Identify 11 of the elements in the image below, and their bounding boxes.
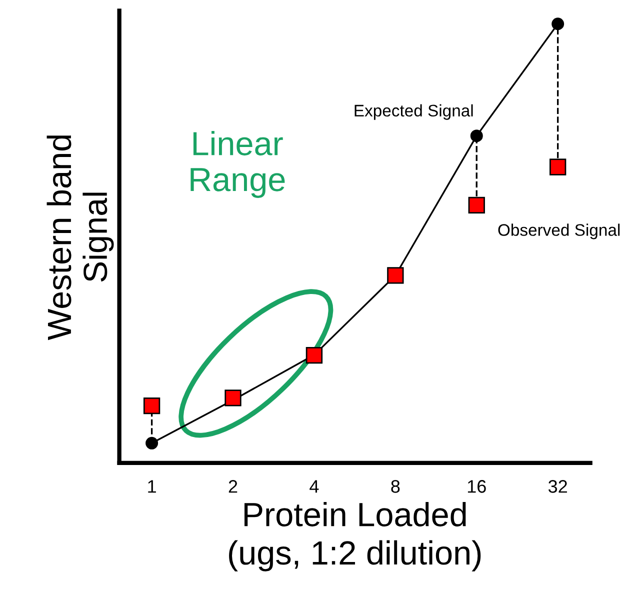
y-axis-title: Western band Signal bbox=[46, 135, 114, 340]
annotation: Expected Signal bbox=[354, 104, 473, 120]
x-tick-label: 32 bbox=[548, 480, 567, 493]
x-tick-label: 4 bbox=[310, 480, 319, 493]
x-tick-label: 16 bbox=[468, 480, 486, 493]
x-tick-label: 8 bbox=[391, 480, 400, 493]
annotation: Linear Range bbox=[190, 130, 285, 198]
x-tick-label: 2 bbox=[228, 480, 238, 493]
annotation: Observed Signal bbox=[498, 224, 620, 240]
x-axis-title: Protein Loaded (ugs, 1:2 dilution) bbox=[229, 502, 481, 572]
x-tick-label: 1 bbox=[148, 480, 156, 493]
